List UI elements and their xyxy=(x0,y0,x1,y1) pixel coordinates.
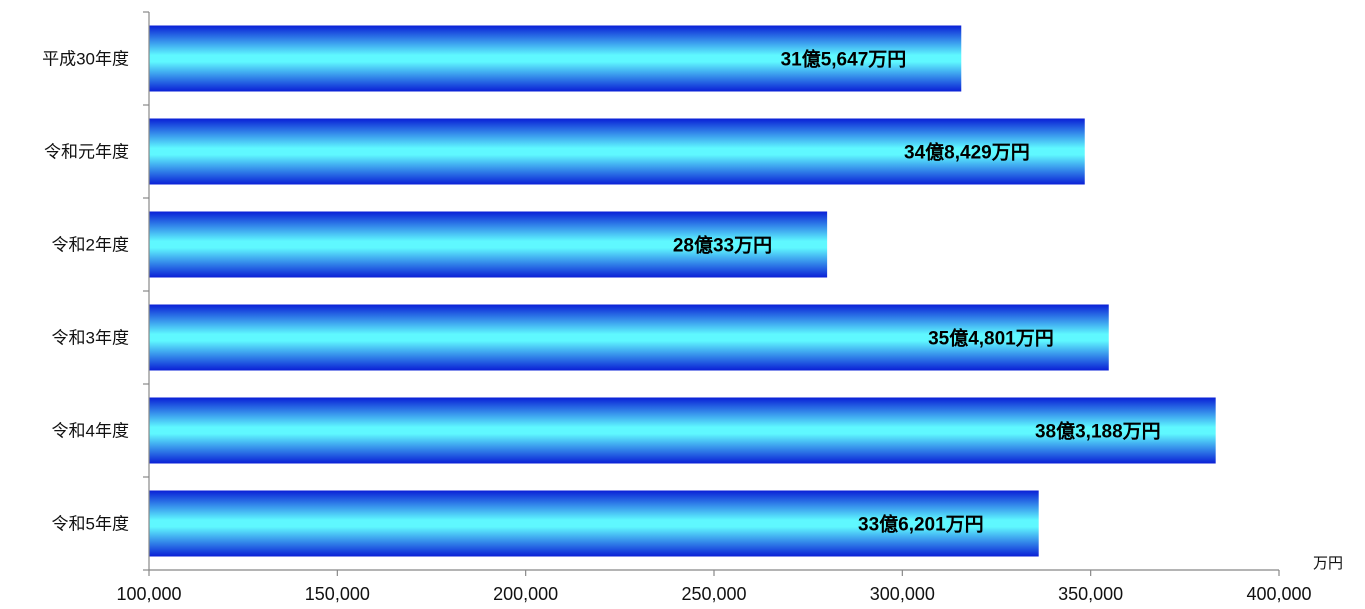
bars-layer: 31億5,647万円 34億8,429万円 28億33万円 35億4,801万円 38億… xyxy=(149,25,1216,557)
data-label-2: 28億33万円 xyxy=(673,234,772,257)
data-label-4: 38億3,188万円 xyxy=(1035,420,1161,443)
category-label-3: 令和3年度 xyxy=(52,329,129,348)
data-label-1: 34億8,429万円 xyxy=(904,141,1030,164)
data-label-0: 31億5,647万円 xyxy=(781,48,907,71)
category-label-0: 平成30年度 xyxy=(42,50,129,69)
x-tick-label-3: 250,000 xyxy=(681,584,746,604)
x-tick-label-6: 400,000 xyxy=(1246,584,1311,604)
category-label-1: 令和元年度 xyxy=(44,143,129,162)
x-tick-label-4: 300,000 xyxy=(870,584,935,604)
x-tick-label-2: 200,000 xyxy=(493,584,558,604)
bar-1 xyxy=(149,118,1085,185)
bar-4 xyxy=(149,397,1216,464)
bar-5 xyxy=(149,490,1039,557)
data-label-3: 35億4,801万円 xyxy=(928,327,1054,350)
x-axis-unit-label: 万円 xyxy=(1313,555,1343,572)
x-tick-label-5: 350,000 xyxy=(1058,584,1123,604)
x-tick-label-0: 100,000 xyxy=(116,584,181,604)
bar-2 xyxy=(149,211,828,278)
bar-3 xyxy=(149,304,1109,371)
category-label-2: 令和2年度 xyxy=(52,236,129,255)
data-label-5: 33億6,201万円 xyxy=(858,513,984,536)
category-label-4: 令和4年度 xyxy=(52,422,129,441)
category-label-5: 令和5年度 xyxy=(52,515,129,534)
bar-0 xyxy=(149,25,962,92)
x-tick-label-1: 150,000 xyxy=(305,584,370,604)
